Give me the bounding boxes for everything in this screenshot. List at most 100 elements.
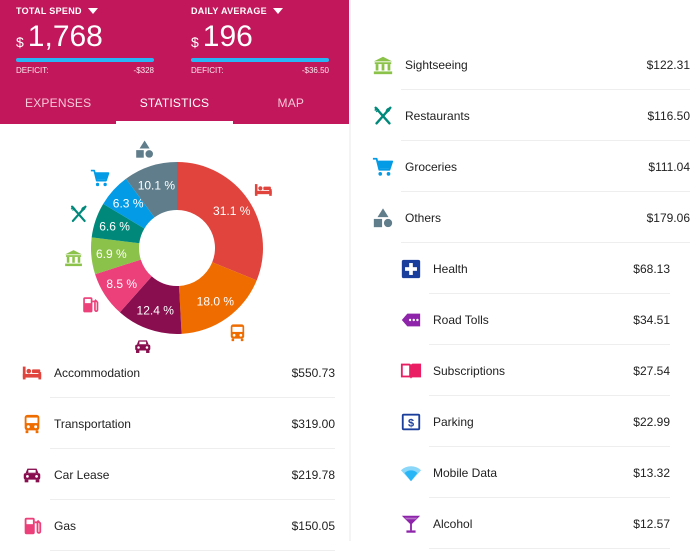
museum-icon [371,53,395,77]
row-divider [401,242,690,243]
row-divider [50,499,335,500]
donut-slice-sightseeing[interactable] [91,237,141,275]
tab-expenses[interactable]: EXPENSES [25,96,92,110]
category-name: Transportation [54,416,131,431]
donut-slice-accommodation[interactable] [177,162,263,281]
caret-down-icon [272,8,283,14]
total-deficit-value: -$328 [133,66,154,75]
category-row-groceries[interactable]: Groceries $111.04 [371,141,690,192]
donut-slice-car-lease[interactable] [119,276,182,334]
category-name: Alcohol [433,516,473,531]
row-divider [401,89,690,90]
category-row-car-lease[interactable]: Car Lease $219.78 [20,449,335,500]
bus-icon [20,412,44,436]
donut-slice-others[interactable] [125,162,177,218]
category-row-gas[interactable]: Gas $150.05 [20,500,335,551]
daily-average-dropdown[interactable]: DAILY AVERAGE [191,6,351,16]
total-currency: $ [16,34,24,50]
category-amount: $122.31 [646,57,690,72]
panel-divider [349,0,351,541]
caret-down-icon [87,8,98,14]
category-row-others[interactable]: Others $179.06 [371,192,690,243]
wifi-icon [399,461,423,485]
category-row-restaurants[interactable]: Restaurants $116.50 [371,90,690,141]
category-name: Mobile Data [433,465,498,480]
category-amount: $12.57 [633,516,670,531]
donut-slice-label: 12.4 % [137,303,175,317]
app-header: TOTAL SPEND $ 1,768 DEFICIT: -$328 DAILY… [0,0,349,124]
category-row-mobile-data[interactable]: Mobile Data $13.32 [399,447,670,498]
row-divider [429,548,670,549]
category-name: Subscriptions [433,363,506,378]
svg-text:$: $ [408,417,414,429]
category-name: Gas [54,518,77,533]
category-name: Groceries [405,159,458,174]
daily-budget-bar [191,58,329,62]
total-spend-dropdown[interactable]: TOTAL SPEND [16,6,176,16]
category-name: Restaurants [405,108,470,123]
bus-icon [230,324,245,342]
donut-slice-label: 6.6 % [99,220,130,234]
museum-icon [65,250,82,267]
row-divider [50,448,335,449]
category-row-transportation[interactable]: Transportation $319.00 [20,398,335,449]
category-name: Parking [433,414,474,429]
bed-icon [254,184,272,196]
total-spend-label: TOTAL SPEND [16,6,82,16]
health-cross-icon [399,257,423,281]
fork-knife-icon [371,104,395,128]
category-row-road-tolls[interactable]: Road Tolls $34.51 [399,294,670,345]
category-name: Car Lease [54,467,110,482]
row-divider [429,497,670,498]
category-name: Others [405,210,442,225]
row-divider [50,397,335,398]
category-row-alcohol[interactable]: Alcohol $12.57 [399,498,670,549]
daily-average-block: DAILY AVERAGE $ 196 DEFICIT: -$36.50 [191,6,351,75]
category-name: Road Tolls [433,312,489,327]
tab-map[interactable]: MAP [277,96,305,110]
daily-deficit-label: DEFICIT: [191,66,224,75]
total-budget-bar [16,58,154,62]
category-amount: $13.32 [633,465,670,480]
donut-slice-gas[interactable] [95,259,152,313]
category-amount: $550.73 [291,365,335,380]
statistics-screen: TOTAL SPEND $ 1,768 DEFICIT: -$328 DAILY… [0,0,349,551]
fork-knife-icon [70,205,87,223]
gas-pump-icon [20,514,44,538]
donut-slice-restaurants[interactable] [91,203,145,244]
car-icon [20,463,44,487]
category-row-sightseeing[interactable]: Sightseeing $122.31 [371,39,690,90]
category-name: Accommodation [54,365,141,380]
row-divider [429,446,670,447]
donut-slice-label: 18.0 % [197,295,235,309]
donut-slice-transportation[interactable] [179,262,257,334]
category-amount: $150.05 [291,518,335,533]
total-amount: 1,768 [27,20,103,53]
category-amount: $111.04 [648,159,690,174]
daily-deficit-value: -$36.50 [301,66,329,75]
donut-slice-label: 31.1 % [213,204,251,218]
bed-icon [20,361,44,385]
row-divider [401,140,690,141]
category-row-health[interactable]: Health $68.13 [399,243,670,294]
tab-statistics[interactable]: STATISTICS [116,90,233,124]
category-row-subscriptions[interactable]: Subscriptions $27.54 [399,345,670,396]
shapes-icon [371,206,395,230]
shapes-icon [136,140,154,158]
total-spend-block: TOTAL SPEND $ 1,768 DEFICIT: -$328 [16,6,176,75]
parking-icon: $ [399,410,423,434]
category-name: Sightseeing [405,57,468,72]
category-amount: $116.50 [647,108,691,123]
toll-tag-icon [399,308,423,332]
category-amount: $22.99 [633,414,670,429]
category-amount: $319.00 [291,416,335,431]
donut-slice-label: 8.5 % [106,277,137,291]
daily-currency: $ [191,34,199,50]
book-icon [399,359,423,383]
category-row-accommodation[interactable]: Accommodation $550.73 [20,347,335,398]
category-row-parking[interactable]: $ Parking $22.99 [399,396,670,447]
daily-amount: 196 [202,20,253,53]
category-amount: $179.06 [646,210,690,225]
category-name: Health [433,261,468,276]
donut-slice-groceries[interactable] [103,178,155,229]
